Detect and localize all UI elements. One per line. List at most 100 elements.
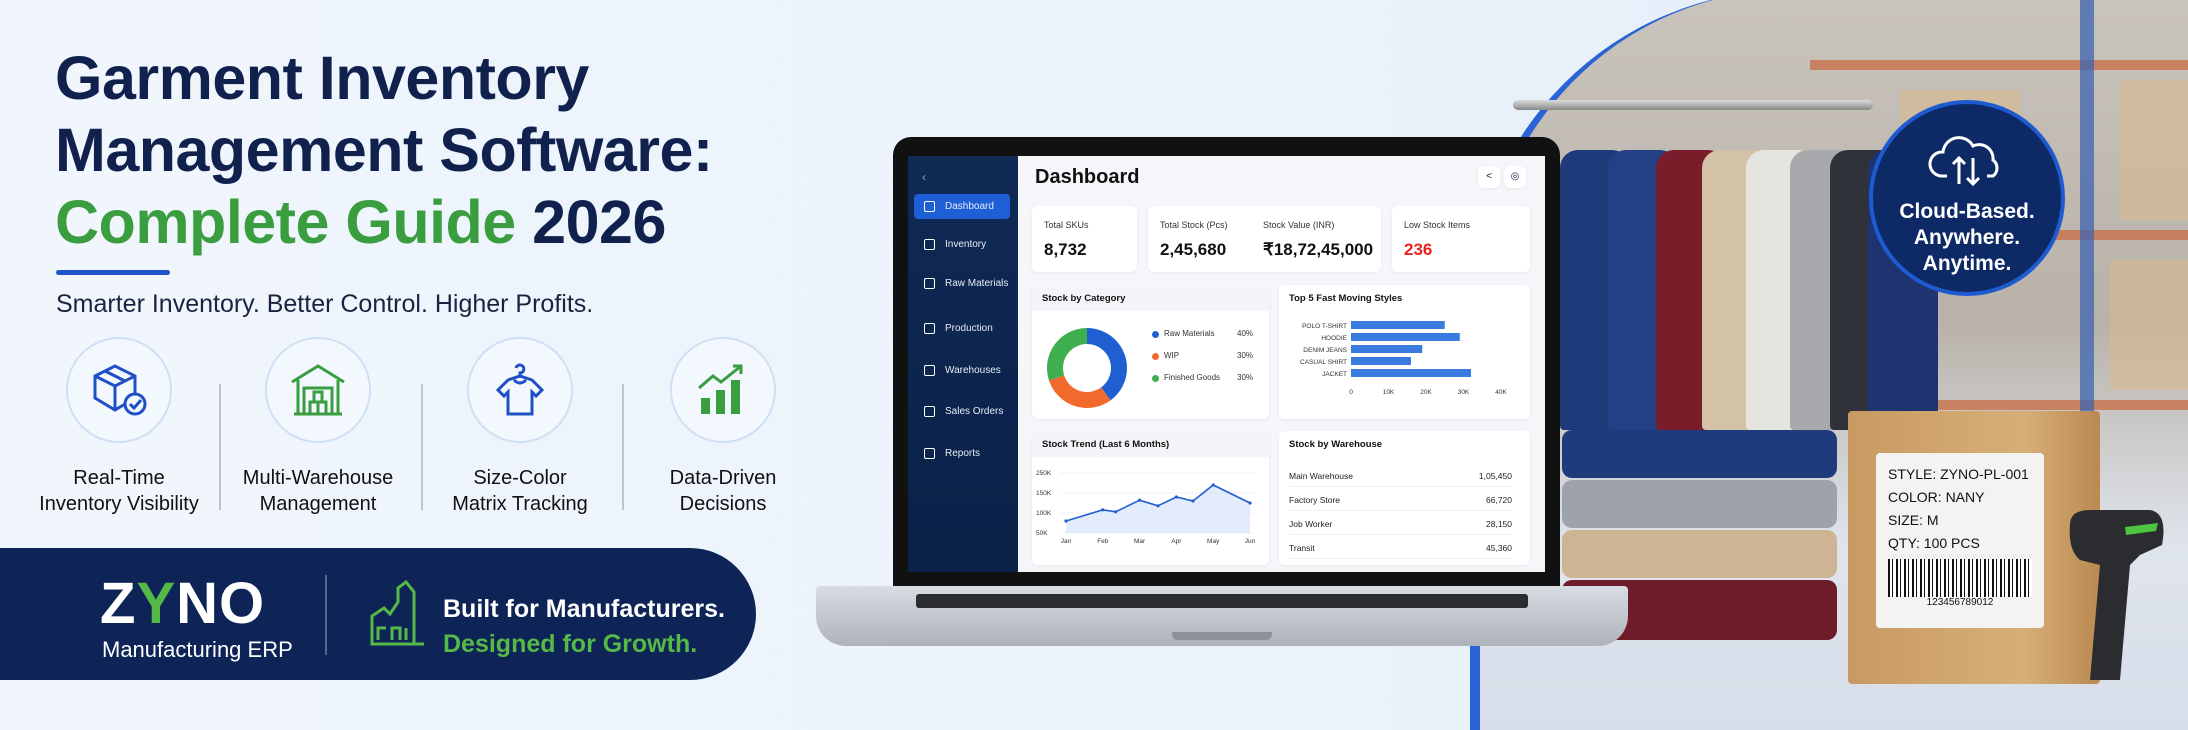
kpi-label: Low Stock Items xyxy=(1404,220,1471,230)
label-color: COLOR: NANY xyxy=(1888,489,1985,505)
barcode xyxy=(1888,559,2032,597)
clothes-rack xyxy=(1513,100,1873,110)
warehouse-value: 1,05,450 xyxy=(1478,470,1512,481)
x-tick: Feb xyxy=(1097,538,1109,545)
sidebar-item-label: Warehouses xyxy=(945,365,1001,376)
legend-label: Raw Materials xyxy=(1164,329,1215,338)
warehouse-row: Transit 45,360 xyxy=(1289,537,1512,559)
growth-chart-icon xyxy=(670,337,776,443)
data-point xyxy=(1064,519,1068,523)
label-qty: QTY: 100 PCS xyxy=(1888,535,1980,551)
title-line-3-green: Complete Guide xyxy=(55,188,516,256)
feature-line: Management xyxy=(259,493,377,515)
legend-label: WIP xyxy=(1164,351,1180,360)
x-tick: 10K xyxy=(1383,389,1395,396)
warehouse-row: Factory Store 66,720 xyxy=(1289,489,1512,511)
kpi-label: Stock Value (INR) xyxy=(1263,220,1335,230)
collapse-chevron-icon[interactable]: ‹ xyxy=(922,170,926,184)
bar xyxy=(1351,357,1411,365)
x-tick: Apr xyxy=(1171,538,1182,545)
data-point xyxy=(1156,504,1160,508)
kpi-value: 236 xyxy=(1404,240,1433,259)
cloud-line: Anytime. xyxy=(1922,252,2012,275)
y-tick: 150K xyxy=(1036,490,1052,497)
sidebar-item-label: Production xyxy=(945,323,993,334)
hero-title: Garment Inventory Management Software: C… xyxy=(55,42,713,258)
sidebar-item-dashboard[interactable]: Dashboard xyxy=(914,194,1010,219)
warehouse-name: Factory Store xyxy=(1289,494,1341,505)
tagline-built: Built for Manufacturers. xyxy=(443,595,725,623)
bar-label: CASUAL SHIRT xyxy=(1300,359,1347,366)
cloud-line: Cloud-Based. xyxy=(1899,200,2035,223)
kpi-label: Total SKUs xyxy=(1044,220,1089,230)
legend-value: 30% xyxy=(1237,351,1254,360)
divider xyxy=(622,384,624,510)
stock-trend-card: Stock Trend (Last 6 Months) 250K 150K 100K… xyxy=(1032,431,1269,565)
divider xyxy=(421,384,423,510)
warehouse-value: 45,360 xyxy=(1486,542,1512,553)
kpi-value: ₹18,72,45,000 xyxy=(1263,240,1374,259)
feature-line: Real-Time xyxy=(73,467,165,489)
warehouse-name: Transit xyxy=(1289,542,1315,553)
dashboard-screen: ‹ Dashboard Inventory Raw Materials Product… xyxy=(908,156,1545,572)
warehouse-icon xyxy=(265,337,371,443)
laptop-base xyxy=(816,586,1628,646)
donut-chart xyxy=(1047,328,1127,408)
divider xyxy=(219,384,221,510)
legend-value: 40% xyxy=(1237,329,1254,338)
feature-line: Matrix Tracking xyxy=(452,493,588,515)
stock-by-warehouse-card: Stock by Warehouse Main Warehouse 1,05,45… xyxy=(1279,431,1530,565)
x-tick: May xyxy=(1207,538,1220,545)
title-line-2: Management Software: xyxy=(55,116,713,184)
donut-slice xyxy=(1087,328,1127,401)
legend-value: 30% xyxy=(1237,373,1254,382)
x-tick: Mar xyxy=(1134,538,1146,545)
label-size: SIZE: M xyxy=(1888,512,1939,528)
donut-slice xyxy=(1048,375,1111,408)
chart-title: Stock by Category xyxy=(1032,285,1269,311)
x-tick: Jan xyxy=(1061,538,1072,545)
title-year: 2026 xyxy=(532,188,666,256)
warehouse-row: Job Worker 28,150 xyxy=(1289,513,1512,535)
bar-label: DENIM JEANS xyxy=(1303,347,1347,354)
menu-icon xyxy=(924,406,935,417)
warehouse-row: Main Warehouse 1,05,450 xyxy=(1289,465,1512,487)
kpi-label: Total Stock (Pcs) xyxy=(1160,220,1228,230)
bar-label: HOODIE xyxy=(1321,335,1347,342)
tagline-designed: Designed for Growth. xyxy=(443,630,698,658)
legend-swatch xyxy=(1152,331,1159,338)
zyno-logo: ZYNO xyxy=(100,571,266,636)
bar xyxy=(1351,369,1471,377)
sidebar-item-inventory[interactable]: Inventory xyxy=(914,232,1010,257)
sidebar-item-reports[interactable]: Reports xyxy=(914,441,1010,466)
donut-slice xyxy=(1047,328,1087,381)
warehouse-value: 28,150 xyxy=(1486,518,1512,529)
data-point xyxy=(1174,495,1178,499)
feature-line: Multi-Warehouse xyxy=(242,467,394,489)
x-tick: 40K xyxy=(1495,389,1507,396)
kpi-total-skus: Total SKUs 8,732 xyxy=(1032,206,1137,272)
sidebar-item-sales-orders[interactable]: Sales Orders xyxy=(914,399,1010,424)
feature-size-color: Size-Color Matrix Tracking xyxy=(420,337,620,517)
sidebar-item-production[interactable]: Production xyxy=(914,316,1010,341)
bar-label: POLO T-SHIRT xyxy=(1302,323,1347,330)
sidebar-item-warehouses[interactable]: Warehouses xyxy=(914,358,1010,383)
legend-swatch xyxy=(1152,353,1159,360)
feature-real-time: Real-Time Inventory Visibility xyxy=(19,337,219,517)
title-line-1: Garment Inventory xyxy=(55,44,589,112)
warehouse-value: 66,720 xyxy=(1486,494,1512,505)
profile-icon[interactable]: ◎ xyxy=(1504,166,1526,188)
y-tick: 50K xyxy=(1036,530,1048,537)
bar xyxy=(1351,321,1445,329)
feature-data-driven: Data-Driven Decisions xyxy=(623,337,823,517)
data-point xyxy=(1248,501,1252,505)
cloud-sync-icon xyxy=(1928,136,1999,187)
share-icon[interactable]: < xyxy=(1478,166,1500,188)
data-point xyxy=(1191,499,1195,503)
banner-divider xyxy=(325,575,327,655)
feature-line: Data-Driven xyxy=(669,467,777,489)
feature-line: Size-Color xyxy=(473,467,567,489)
x-tick: 30K xyxy=(1458,389,1470,396)
box-check-icon xyxy=(66,337,172,443)
sidebar-item-raw-materials[interactable]: Raw Materials xyxy=(914,271,1010,296)
